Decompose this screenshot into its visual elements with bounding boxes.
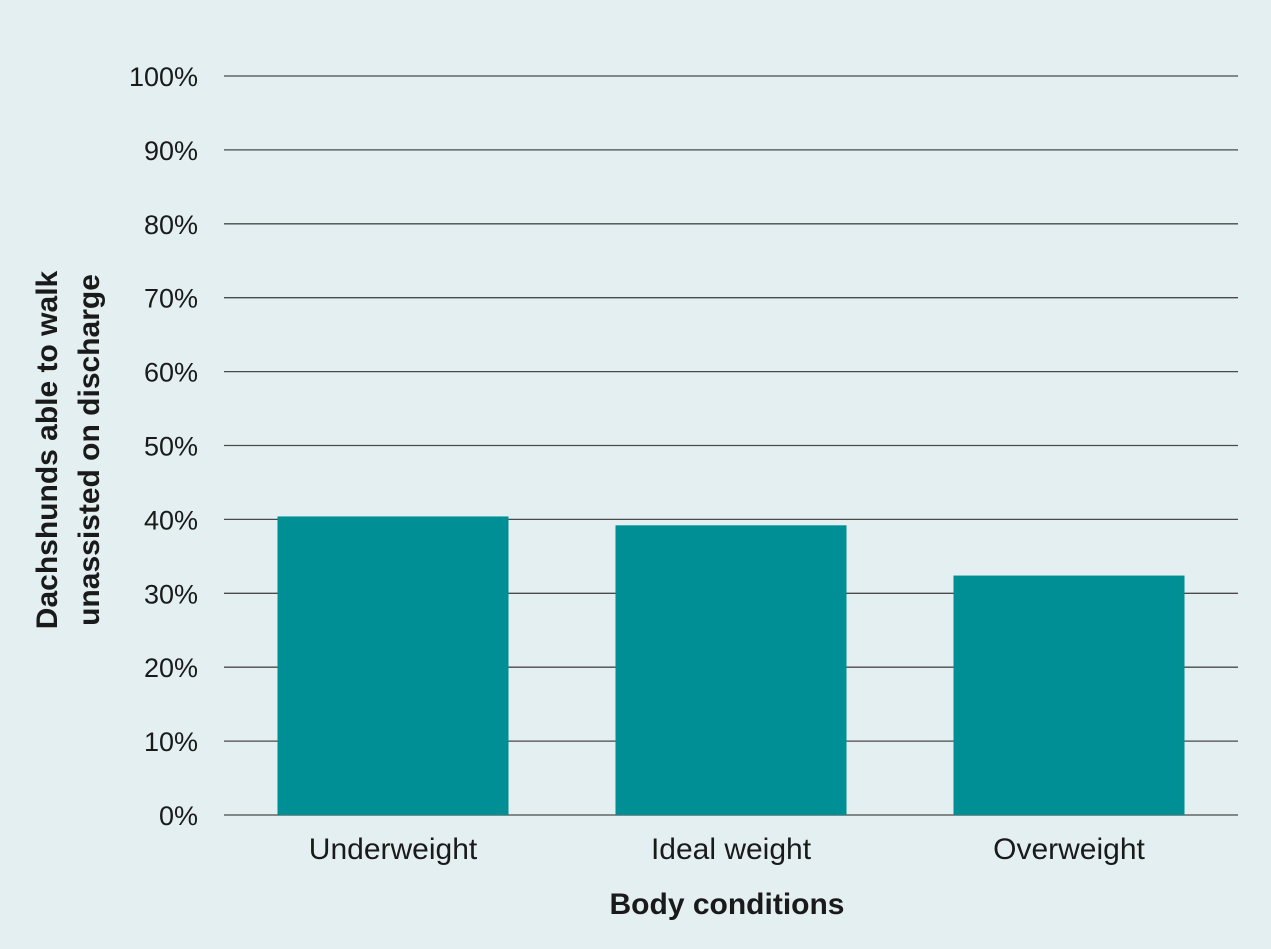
- y-tick-label: 90%: [144, 136, 198, 166]
- x-category-label: Ideal weight: [651, 833, 812, 866]
- y-tick-label: 40%: [144, 505, 198, 535]
- y-tick-label: 30%: [144, 579, 198, 609]
- y-tick-label: 60%: [144, 358, 198, 388]
- y-tick-label: 80%: [144, 210, 198, 240]
- bar-overweight: [953, 575, 1185, 815]
- y-axis-tick-labels: 0% 10% 20% 30% 40% 50% 60% 70% 80% 90% 100%: [129, 62, 198, 831]
- y-tick-label: 70%: [144, 284, 198, 314]
- y-tick-label: 20%: [144, 653, 198, 683]
- y-axis-title-line-1: Dachshunds able to walk: [31, 270, 64, 629]
- y-tick-label: 0%: [159, 801, 198, 831]
- x-category-label: Underweight: [309, 833, 478, 866]
- y-tick-label: 100%: [129, 62, 198, 92]
- y-tick-label: 10%: [144, 727, 198, 757]
- y-tick-label: 50%: [144, 432, 198, 462]
- bars: [277, 516, 1185, 815]
- x-axis-category-labels: Underweight Ideal weight Overweight: [309, 833, 1146, 866]
- x-axis-title: Body conditions: [610, 888, 845, 921]
- x-category-label: Overweight: [993, 833, 1145, 866]
- y-axis-title: Dachshunds able to walk unassisted on di…: [31, 270, 106, 629]
- y-axis-title-line-2: unassisted on discharge: [73, 274, 106, 626]
- bar-ideal-weight: [615, 525, 847, 815]
- bar-underweight: [277, 516, 509, 815]
